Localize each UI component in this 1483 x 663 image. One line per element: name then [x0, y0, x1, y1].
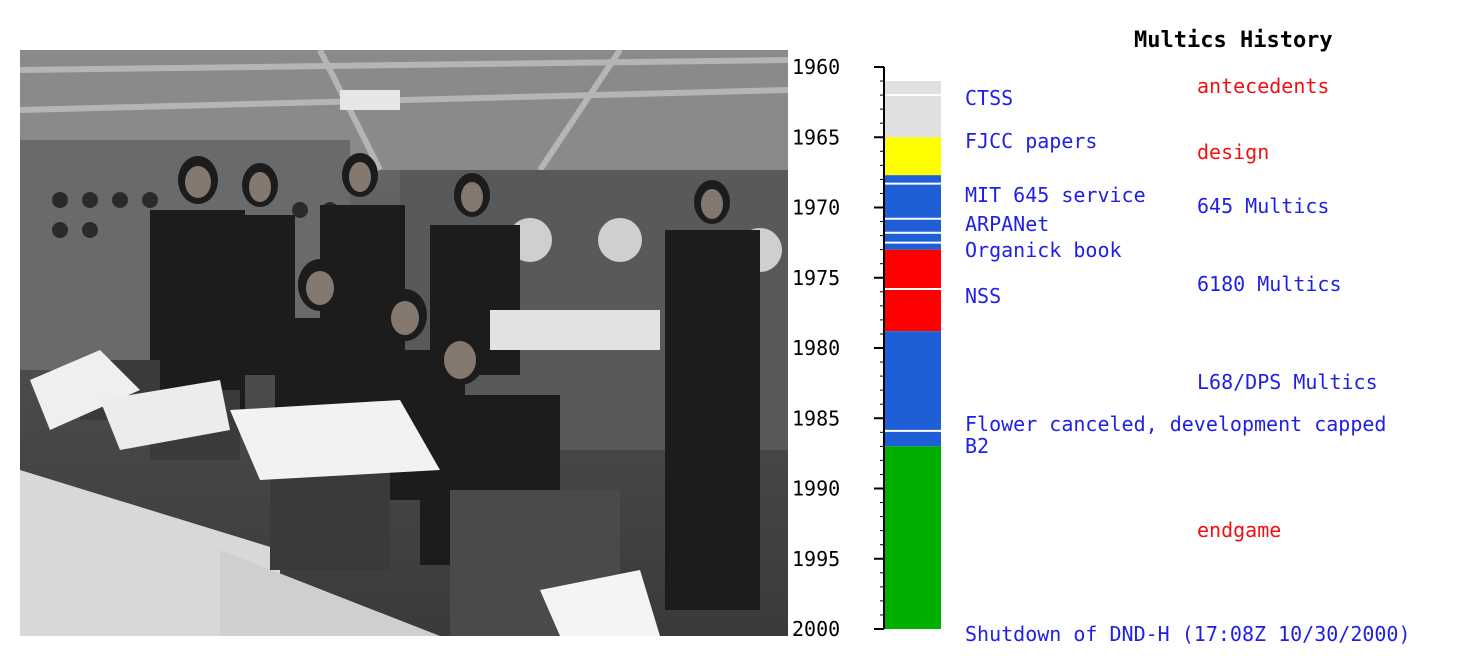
event-organick-book: Organick book — [965, 238, 1122, 262]
event-arpanet: ARPANet — [965, 212, 1050, 236]
event-fjcc-papers: FJCC papers — [965, 129, 1098, 153]
timeline-segment-endgame — [883, 446, 941, 629]
event-mit-645-service: MIT 645 service — [965, 183, 1146, 207]
timeline-segment-645-multics — [883, 175, 941, 250]
phase-endgame: endgame — [1197, 518, 1282, 542]
event-b2: B2 — [965, 434, 990, 458]
phase-645-multics: 645 Multics — [1197, 194, 1330, 218]
year-tick-label: 1965 — [792, 125, 840, 149]
year-tick-label: 1985 — [792, 406, 840, 430]
year-tick-label: 2000 — [792, 617, 840, 641]
year-tick-label: 1990 — [792, 477, 840, 501]
historical-photo — [20, 50, 788, 636]
timeline-segment-l68-dps-multics — [883, 331, 941, 447]
year-tick-label: 1975 — [792, 266, 840, 290]
phase-6180-multics: 6180 Multics — [1197, 272, 1342, 296]
timeline-segment-antecedents — [883, 81, 941, 138]
event-shutdown: Shutdown of DND-H (17:08Z 10/30/2000) — [965, 622, 1411, 646]
timeline-chart: 1960 1965 1970 1975 1980 1985 1990 1995 2000 — [792, 55, 941, 641]
page-title: Multics History — [1134, 28, 1333, 53]
timeline-segment-design — [883, 137, 941, 176]
year-tick-label: 1995 — [792, 547, 840, 571]
timeline-segment-6180-multics — [883, 249, 941, 332]
event-ctss: CTSS — [965, 86, 1014, 110]
year-tick-label: 1970 — [792, 196, 840, 220]
year-tick-label: 1980 — [792, 336, 840, 360]
phase-l68-dps-multics: L68/DPS Multics — [1197, 370, 1378, 394]
event-nss: NSS — [965, 284, 1002, 308]
phase-design: design — [1197, 140, 1270, 164]
year-tick-label: 1960 — [792, 55, 840, 79]
photo-illustration — [20, 50, 788, 636]
event-flower-canceled: Flower canceled, development capped — [965, 412, 1387, 436]
phase-antecedents: antecedents — [1197, 74, 1330, 98]
